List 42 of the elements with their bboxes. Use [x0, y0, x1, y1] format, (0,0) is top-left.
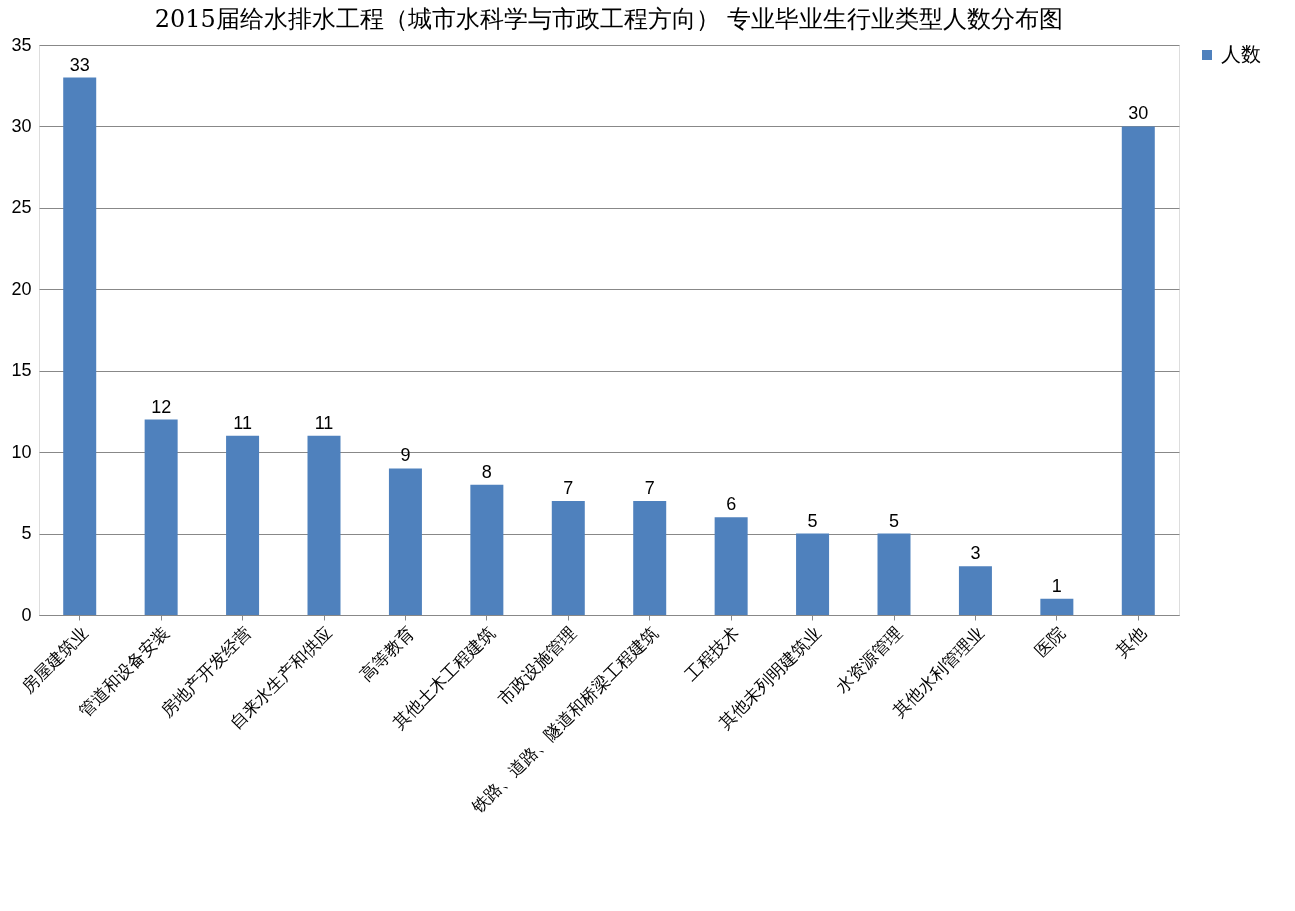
x-tick-label: 工程技术: [680, 622, 744, 685]
data-label: 11: [233, 412, 252, 433]
x-tick-label: 高等教育: [355, 622, 418, 685]
y-tick-label: 15: [11, 360, 32, 381]
y-tick-label: 10: [11, 441, 32, 462]
data-label: 6: [726, 494, 737, 515]
data-label: 11: [314, 412, 334, 433]
bar: [307, 435, 341, 615]
x-tick-label: 医院: [1030, 622, 1069, 661]
bar: [226, 435, 260, 615]
y-tick-label: 5: [21, 523, 32, 544]
bar: [470, 484, 504, 615]
data-label: 9: [400, 445, 411, 466]
bar: [551, 501, 585, 615]
data-label: 1: [1051, 575, 1062, 596]
y-tick-label: 20: [11, 278, 32, 299]
bar: [877, 533, 911, 615]
y-tick-label: 0: [21, 604, 32, 625]
bar: [958, 566, 992, 615]
y-tick-label: 35: [11, 34, 32, 55]
bar: [1121, 126, 1155, 615]
data-label: 3: [970, 543, 981, 564]
data-label: 5: [888, 510, 900, 531]
y-tick-label: 30: [11, 115, 32, 136]
bar: [388, 468, 422, 615]
data-label: 5: [807, 510, 818, 531]
bar: [714, 517, 748, 615]
bar: [796, 533, 830, 615]
data-label: 7: [644, 478, 655, 498]
x-tick-label: 其他: [1112, 622, 1151, 661]
chart-title: 2015届给水排水工程（城市水科学与市政工程方向） 专业毕业生行业类型人数分布图: [154, 5, 1064, 33]
bar: [63, 77, 97, 615]
data-label: 7: [563, 478, 574, 498]
data-label: 8: [481, 461, 492, 482]
data-label: 12: [151, 396, 172, 417]
legend-label: 人数: [1221, 42, 1261, 66]
data-label: 33: [69, 54, 90, 75]
bar: [144, 419, 178, 615]
data-label: 30: [1128, 103, 1149, 124]
y-tick-label: 25: [11, 197, 32, 218]
bar: [1040, 598, 1074, 615]
bar: [633, 501, 667, 615]
